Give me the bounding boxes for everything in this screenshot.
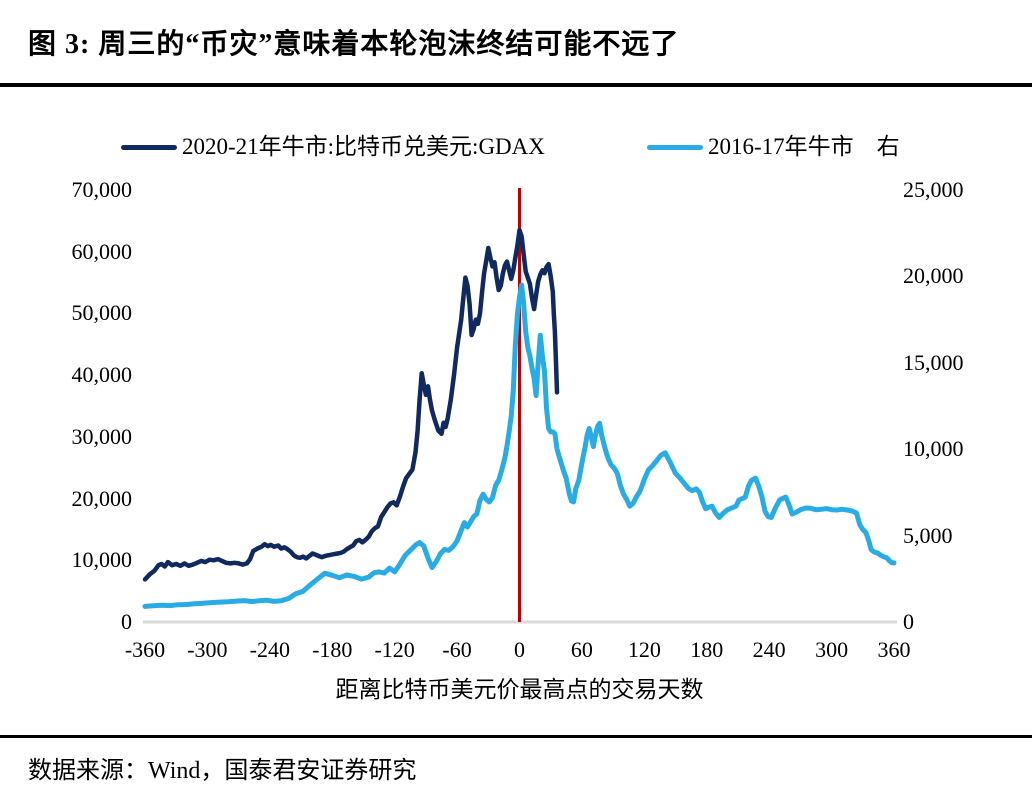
source-divider-rule — [0, 735, 1032, 738]
tick-left-label: 10,000 — [71, 547, 133, 573]
tick-x-label: 240 — [752, 637, 786, 662]
tick-x-label: 360 — [877, 637, 911, 662]
figure-title: 图 3: 周三的“币灾”意味着本轮泡沫终结可能不远了 — [28, 29, 680, 60]
tick-left-label: 20,000 — [71, 485, 133, 511]
tick-left-label: 0 — [121, 609, 132, 634]
tick-x-label: 300 — [815, 637, 849, 662]
tick-right-label: 15,000 — [903, 349, 964, 375]
series-2020-21-line — [142, 227, 560, 582]
legend-label-2016-17: 2016-17年牛市 右 — [708, 134, 900, 159]
tick-x-label: 60 — [570, 637, 593, 662]
tick-x-label: -120 — [374, 637, 415, 662]
series-2016-17-line — [142, 282, 897, 609]
legend-swatch-navy — [121, 144, 177, 150]
tick-x-label: -60 — [442, 637, 472, 662]
tick-right-label: 10,000 — [903, 436, 964, 462]
legend-item-2016-17: 2016-17年牛市 右 — [647, 134, 900, 160]
legend-swatch-cyan — [647, 144, 703, 150]
tick-x-label: 0 — [514, 637, 525, 662]
x-axis-title: 距离比特币美元价最高点的交易天数 — [335, 677, 704, 702]
tick-left-label: 70,000 — [71, 177, 133, 202]
data-source-note: 数据来源：Wind，国泰君安证券研究 — [28, 758, 417, 784]
tick-x-label: 120 — [627, 637, 661, 662]
tick-x-label: 180 — [690, 637, 724, 662]
tick-x-label: -300 — [187, 637, 228, 662]
legend-label-2020-21: 2020-21年牛市:比特币兑美元:GDAX — [182, 134, 545, 159]
tick-x-label: -180 — [312, 637, 353, 662]
tick-left-label: 50,000 — [71, 300, 133, 326]
tick-left-label: 30,000 — [71, 423, 133, 449]
tick-right-label: 20,000 — [903, 263, 964, 289]
chart-legend: 2020-21年牛市:比特币兑美元:GDAX 2016-17年牛市 右 — [0, 134, 1032, 164]
tick-left-label: 40,000 — [71, 362, 133, 388]
tick-left-label: 60,000 — [71, 238, 133, 264]
tick-right-label: 5,000 — [903, 522, 953, 548]
tick-right-label: 0 — [903, 609, 914, 634]
tick-right-label: 25,000 — [903, 177, 964, 202]
legend-item-2020-21: 2020-21年牛市:比特币兑美元:GDAX — [121, 134, 545, 160]
tick-x-label: -360 — [124, 637, 166, 662]
title-divider-rule — [0, 83, 1032, 87]
tick-x-label: -240 — [249, 637, 290, 662]
